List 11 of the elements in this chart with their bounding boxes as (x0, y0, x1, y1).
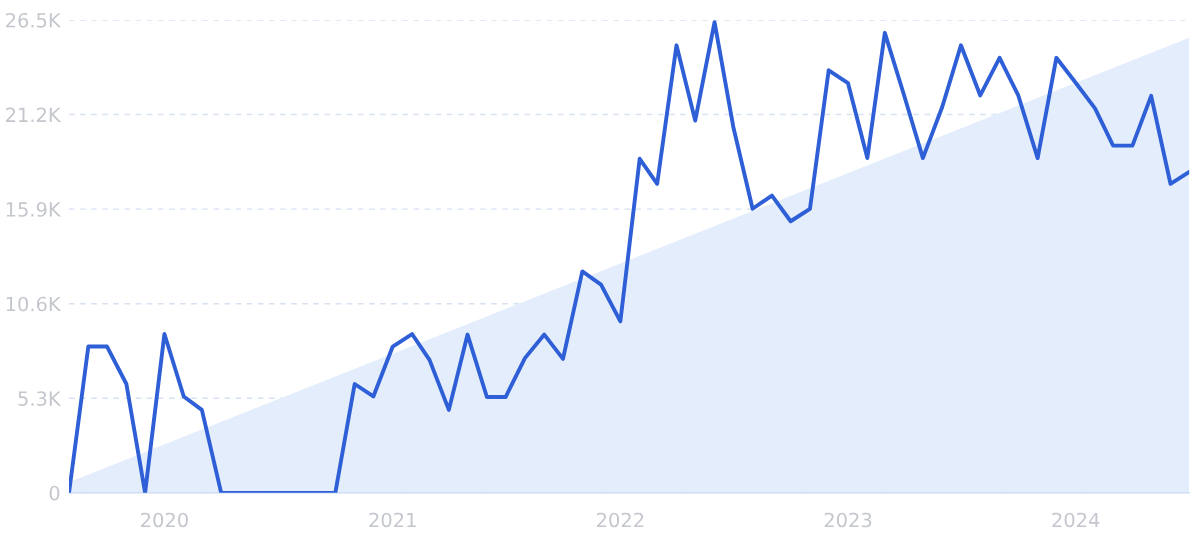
x-tick-label: 2022 (597, 512, 644, 528)
y-tick-label: 26.5K (6, 12, 62, 28)
y-tick-label: 21.2K (6, 107, 62, 122)
y-tick-label: 5.3K (18, 391, 62, 406)
y-tick-label: 10.6K (6, 296, 62, 312)
x-tick-label: 2024 (1052, 512, 1100, 528)
x-tick-label: 2021 (369, 512, 416, 528)
x-tick-label: 2020 (141, 512, 188, 528)
y-tick-label: 15.9K (6, 202, 62, 217)
x-tick-label: 2023 (824, 512, 872, 528)
y-tick-label: 0 (49, 485, 60, 501)
